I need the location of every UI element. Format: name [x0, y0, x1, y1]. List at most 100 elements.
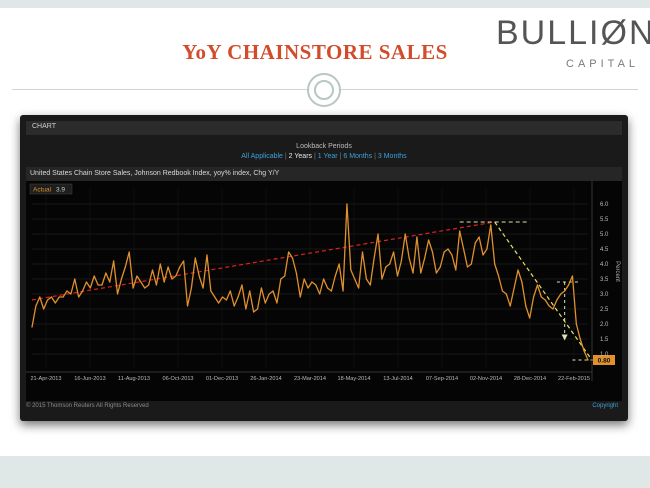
- x-tick-label: 22-Feb-2015: [558, 376, 590, 382]
- data-point: [466, 266, 469, 268]
- data-point: [311, 281, 313, 283]
- data-point: [389, 263, 391, 265]
- data-point: [513, 287, 515, 289]
- data-point: [284, 275, 286, 277]
- x-tick-label: 07-Sep-2014: [426, 376, 458, 382]
- x-tick-label: 01-Dec-2013: [206, 376, 238, 382]
- data-point: [474, 242, 476, 244]
- data-point: [439, 266, 441, 268]
- data-point: [89, 287, 91, 289]
- data-point: [303, 278, 305, 280]
- chart-panel: CHART Lookback Periods All Applicable | …: [20, 115, 628, 421]
- data-point: [210, 290, 212, 292]
- data-point: [256, 308, 259, 310]
- panel-label: CHART: [32, 123, 56, 130]
- data-point: [186, 305, 189, 307]
- data-point: [365, 278, 367, 280]
- data-point: [427, 239, 430, 241]
- copyright-notice: © 2015 Thomson Reuters All Rights Reserv…: [26, 403, 149, 409]
- data-point: [490, 224, 492, 226]
- data-point: [221, 296, 224, 298]
- data-point: [319, 293, 321, 295]
- line-chart: 0.80 Actual 3.9 1.0 1.5 2.0 2.5 3.0 3.5 4.0 4.5 5.…: [26, 181, 620, 382]
- data-point: [171, 278, 173, 280]
- x-tick-label: 26-Jan-2014: [250, 376, 281, 382]
- data-point: [459, 230, 461, 232]
- data-point: [494, 263, 496, 265]
- data-point: [369, 284, 371, 286]
- data-point: [447, 248, 449, 250]
- top-band: [0, 0, 650, 8]
- data-point: [342, 290, 344, 292]
- data-point: [136, 275, 138, 277]
- panel-header: CHART: [26, 121, 622, 135]
- data-point: [567, 284, 570, 286]
- last-value-label: 0.80: [598, 358, 611, 365]
- data-point: [144, 287, 146, 289]
- data-point: [525, 305, 527, 307]
- data-point: [404, 233, 406, 235]
- data-point: [124, 266, 126, 268]
- uptrend-line: [31, 221, 495, 301]
- data-point: [307, 287, 309, 289]
- data-point: [276, 302, 278, 304]
- data-point: [564, 290, 566, 292]
- data-point: [470, 263, 472, 265]
- y-tick-label: 2.5: [600, 307, 609, 313]
- data-point: [291, 257, 294, 259]
- data-point: [46, 299, 49, 301]
- data-point: [497, 275, 500, 277]
- lookback-3-months[interactable]: 3 Months: [377, 153, 407, 160]
- data-point: [486, 248, 488, 250]
- y-tick-label: 3.0: [600, 292, 609, 298]
- plot-area: 0.80 Actual 3.9 1.0 1.5 2.0 2.5 3.0 3.5 4.0 4.5 5.…: [26, 181, 622, 401]
- data-point: [412, 272, 414, 274]
- data-point: [179, 266, 181, 268]
- data-point: [280, 278, 282, 280]
- lookback-1-year[interactable]: 1 Year: [317, 153, 338, 160]
- data-point: [214, 296, 216, 298]
- data-point: [540, 296, 542, 298]
- data-point: [509, 305, 511, 307]
- data-point: [74, 278, 76, 280]
- x-tick-label: 16-Jun-2013: [74, 376, 105, 382]
- data-point: [241, 284, 243, 286]
- lookback-2-years[interactable]: 2 Years: [288, 153, 313, 160]
- data-point: [128, 251, 130, 253]
- x-tick-label: 13-Jul-2014: [383, 376, 413, 382]
- data-point: [206, 254, 208, 256]
- data-point: [396, 275, 399, 277]
- data-point: [587, 359, 589, 361]
- data-point: [338, 263, 340, 265]
- data-point: [198, 275, 200, 277]
- data-point: [93, 275, 95, 277]
- x-tick-label: 02-Nov-2014: [470, 376, 502, 382]
- data-point: [529, 317, 531, 319]
- data-point: [350, 269, 352, 271]
- data-point: [218, 302, 220, 304]
- slide-title: YoY CHAINSTORE SALES: [182, 40, 448, 64]
- data-point: [105, 272, 107, 274]
- divider-ornament-icon: [307, 73, 341, 107]
- data-point: [295, 272, 297, 274]
- data-point: [120, 278, 123, 280]
- copyright-link[interactable]: Copyright: [592, 403, 618, 409]
- data-point: [245, 308, 247, 310]
- lookback-6-months[interactable]: 6 Months: [343, 153, 373, 160]
- data-point: [358, 287, 360, 289]
- data-point: [167, 266, 169, 268]
- x-tick-label: 23-Mar-2014: [294, 376, 326, 382]
- bottom-band: [0, 456, 650, 488]
- data-point: [85, 281, 88, 283]
- data-point: [288, 251, 290, 253]
- data-point: [361, 251, 364, 253]
- data-point: [416, 236, 418, 238]
- data-point: [253, 311, 255, 313]
- data-point: [229, 290, 231, 292]
- lookback-all-applicable[interactable]: All Applicable: [241, 153, 283, 160]
- data-point: [264, 302, 266, 304]
- data-point: [151, 269, 154, 271]
- data-point: [532, 296, 535, 298]
- data-point: [101, 284, 103, 286]
- data-point: [249, 290, 251, 292]
